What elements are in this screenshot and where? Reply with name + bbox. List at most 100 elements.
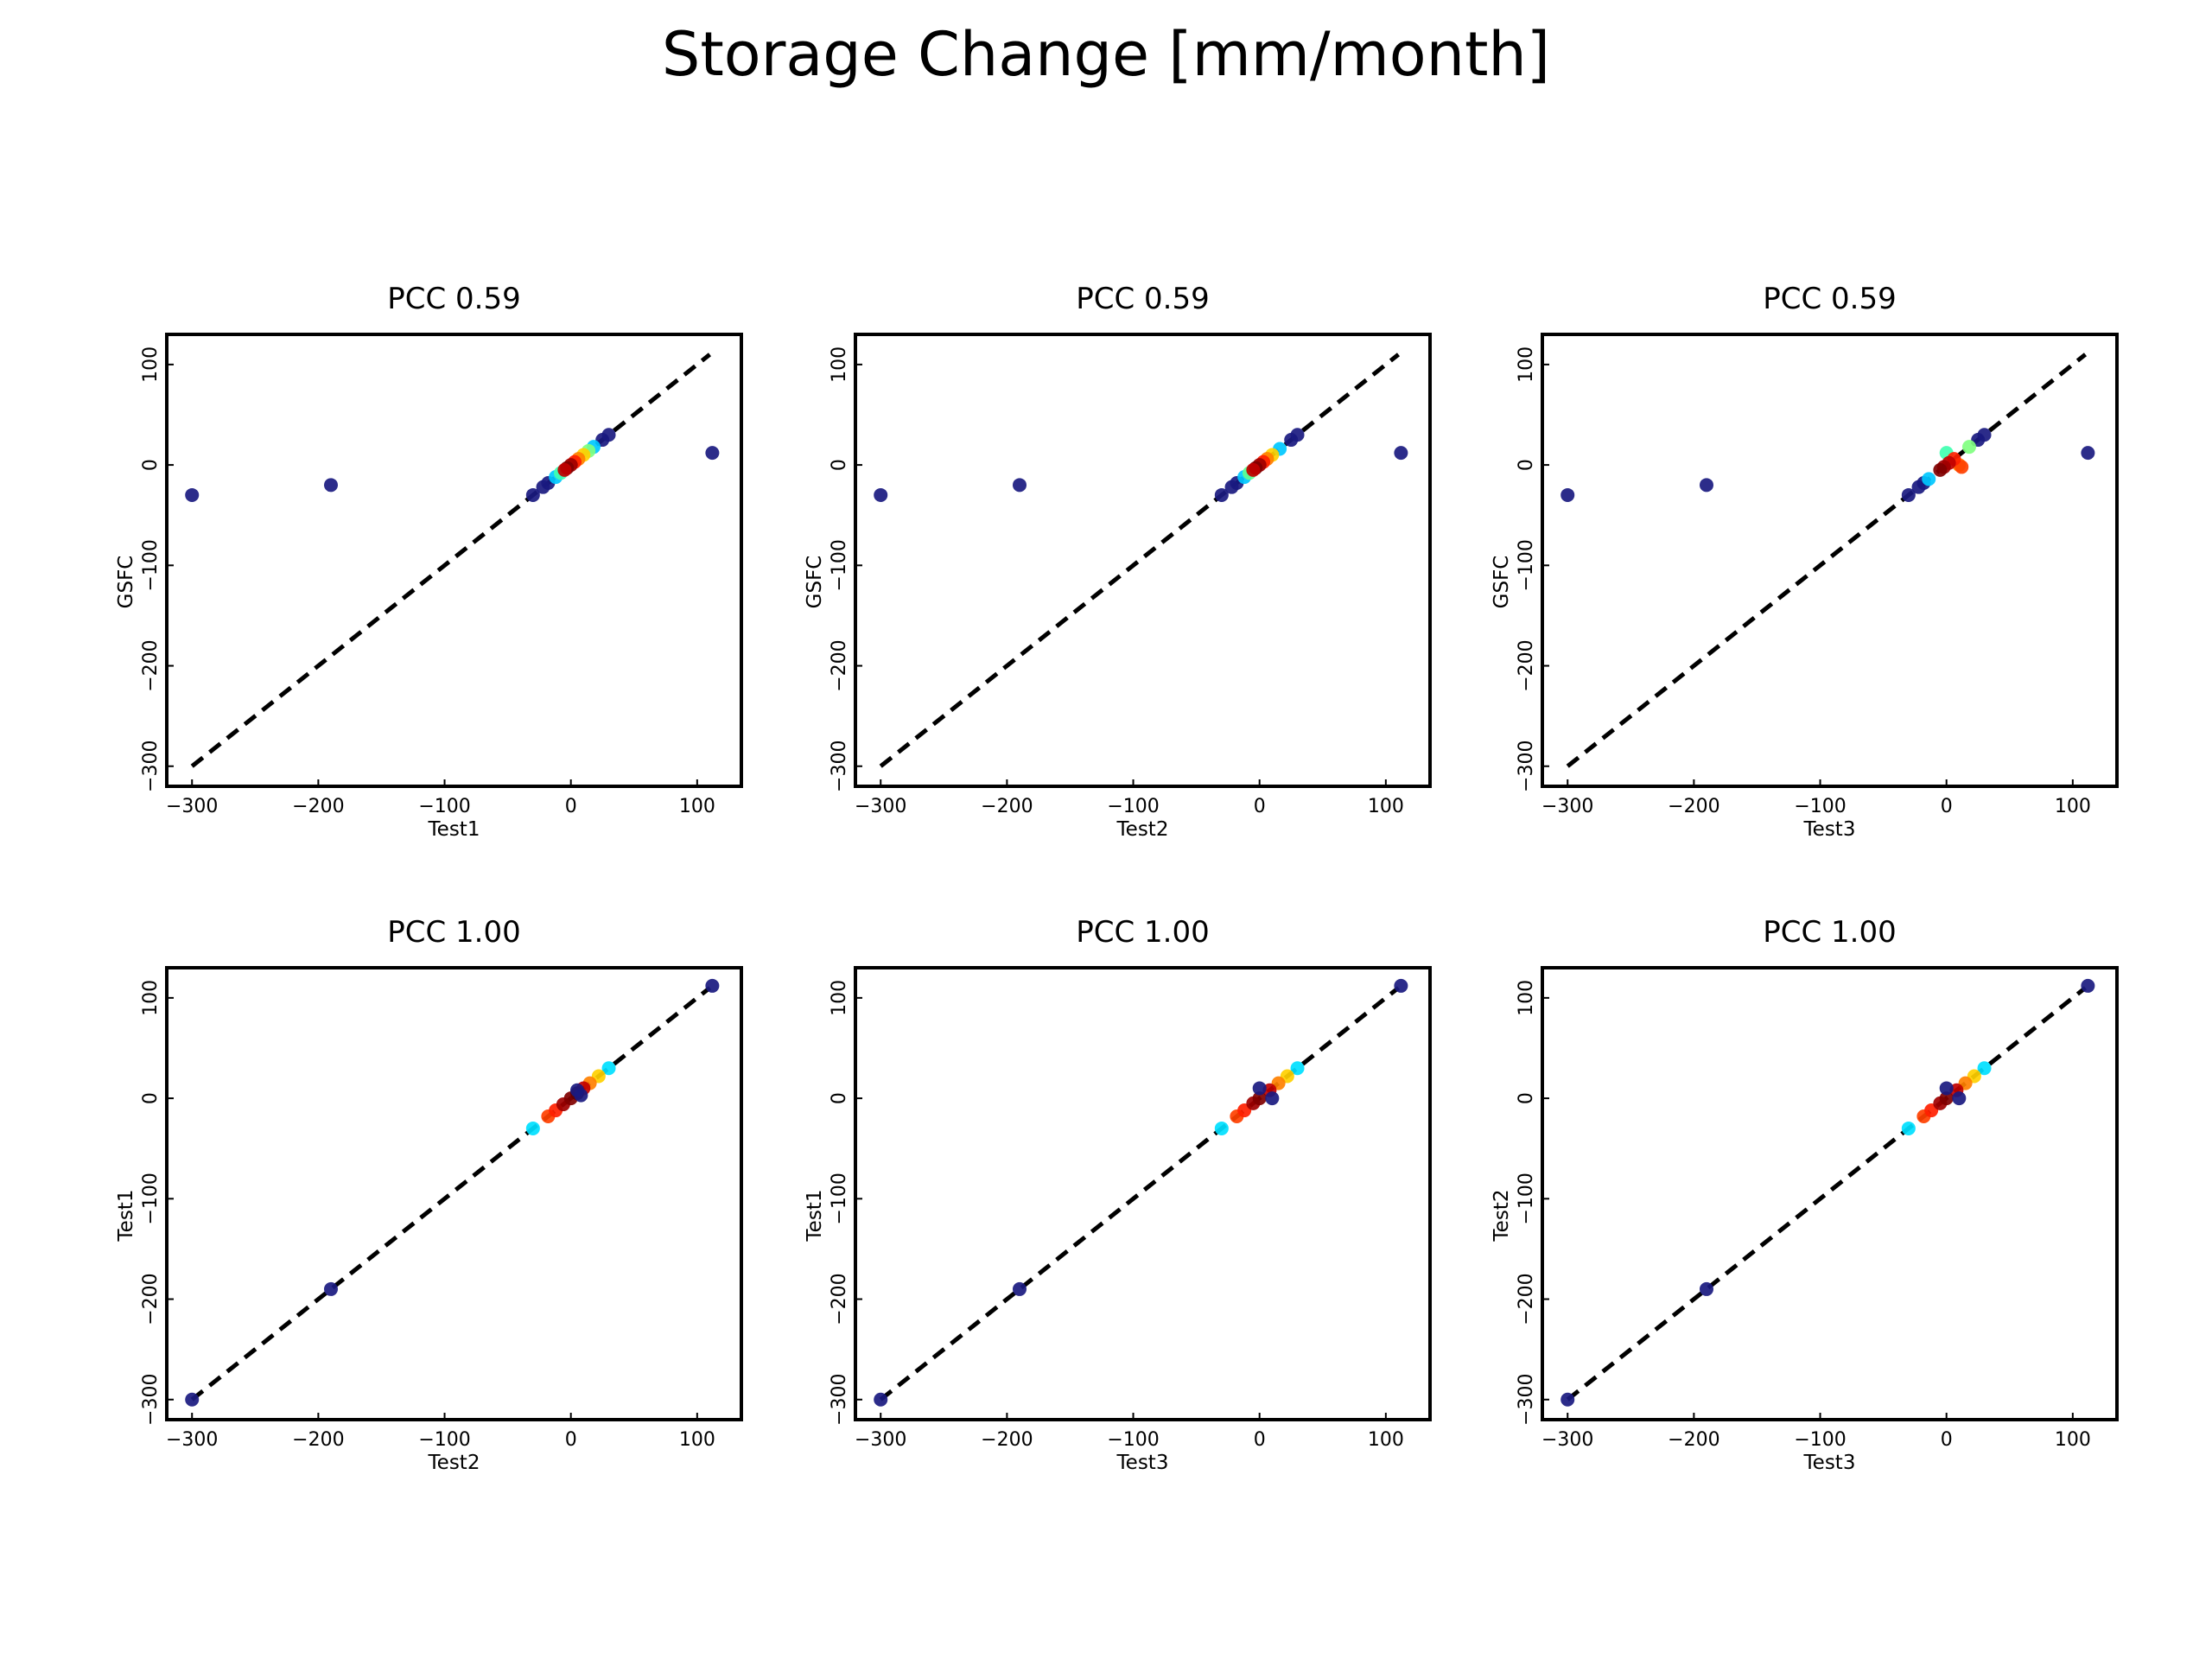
y-tick-label: 0 bbox=[140, 459, 162, 471]
data-point bbox=[1977, 428, 1992, 442]
data-point bbox=[1977, 1061, 1992, 1076]
panel-title: PCC 0.59 bbox=[387, 282, 521, 316]
y-tick-label: −200 bbox=[829, 1273, 850, 1325]
data-point bbox=[557, 462, 572, 477]
data-point bbox=[324, 1281, 338, 1296]
x-tick-label: −100 bbox=[418, 796, 470, 817]
data-point bbox=[1901, 487, 1916, 502]
x-tick-label: −200 bbox=[292, 1429, 344, 1451]
one-to-one-line bbox=[190, 986, 712, 1402]
y-tick-label: 100 bbox=[829, 980, 850, 1016]
data-point bbox=[601, 1061, 616, 1076]
panel-title: PCC 1.00 bbox=[1763, 915, 1897, 950]
data-point bbox=[1952, 1091, 1967, 1106]
data-point bbox=[574, 1088, 588, 1103]
data-point bbox=[1252, 1091, 1267, 1106]
y-tick-label: −200 bbox=[1516, 1273, 1537, 1325]
data-point bbox=[2081, 446, 2095, 461]
x-tick-label: −200 bbox=[1668, 1429, 1719, 1451]
x-tick-label: −300 bbox=[1541, 796, 1593, 817]
x-tick-label: −200 bbox=[981, 796, 1033, 817]
data-point bbox=[1962, 440, 1976, 454]
y-tick-label: −100 bbox=[1516, 539, 1537, 591]
x-tick-label: −300 bbox=[1541, 1429, 1593, 1451]
panel-title: PCC 0.59 bbox=[1763, 282, 1897, 316]
y-tick-label: −300 bbox=[829, 1374, 850, 1426]
x-axis-label: Test3 bbox=[1803, 1452, 1856, 1474]
y-tick-label: −200 bbox=[140, 639, 162, 691]
data-point bbox=[1394, 446, 1408, 461]
plot-frame bbox=[1541, 966, 2119, 1421]
data-point bbox=[1939, 1091, 1954, 1106]
one-to-one-line bbox=[879, 353, 1401, 768]
y-tick-label: 0 bbox=[1516, 1092, 1537, 1104]
y-tick-label: 100 bbox=[829, 346, 850, 383]
x-tick-label: 0 bbox=[1254, 1429, 1266, 1451]
data-point bbox=[1013, 1281, 1027, 1296]
data-point bbox=[1013, 478, 1027, 493]
x-tick-label: 0 bbox=[1941, 796, 1953, 817]
y-tick-label: 0 bbox=[829, 1092, 850, 1104]
data-point bbox=[1700, 1281, 1713, 1296]
data-point bbox=[1290, 1061, 1305, 1076]
y-tick-label: 100 bbox=[1516, 346, 1537, 383]
one-to-one-line bbox=[190, 353, 712, 768]
x-tick-label: −300 bbox=[855, 1429, 906, 1451]
y-tick-label: 100 bbox=[140, 980, 162, 1016]
x-tick-label: 0 bbox=[565, 796, 577, 817]
x-tick-label: −100 bbox=[1107, 1429, 1159, 1451]
x-axis-label: Test1 bbox=[428, 818, 480, 841]
data-point bbox=[1394, 978, 1408, 993]
one-to-one-line bbox=[1566, 986, 2088, 1402]
data-point bbox=[1290, 428, 1305, 442]
x-tick-label: 100 bbox=[2055, 796, 2091, 817]
data-point bbox=[1214, 487, 1229, 502]
x-tick-label: 100 bbox=[1368, 796, 1404, 817]
data-point bbox=[1265, 1091, 1280, 1106]
x-tick-label: −300 bbox=[166, 1429, 218, 1451]
data-point bbox=[324, 478, 338, 493]
scatter-panel: PCC 0.59 −300 −200 −100 0 100 −300 −200 −100 0 100… bbox=[1491, 282, 2119, 841]
x-axis-label: Test3 bbox=[1116, 1452, 1169, 1474]
plot-frame bbox=[165, 333, 743, 788]
data-point bbox=[2081, 978, 2095, 993]
x-tick-label: −100 bbox=[1794, 1429, 1846, 1451]
data-point bbox=[1700, 478, 1713, 493]
data-point bbox=[1560, 1392, 1575, 1407]
x-tick-label: −200 bbox=[981, 1429, 1033, 1451]
y-tick-label: −300 bbox=[829, 741, 850, 792]
y-tick-label: 100 bbox=[1516, 980, 1537, 1016]
x-tick-label: −100 bbox=[1794, 796, 1846, 817]
data-point bbox=[1560, 487, 1575, 502]
y-tick-label: −100 bbox=[140, 1173, 162, 1224]
panel-title: PCC 1.00 bbox=[387, 915, 521, 950]
figure-title: Storage Change [mm/month] bbox=[661, 19, 1551, 90]
scatter-panel: PCC 1.00 −300 −200 −100 0 100 −300 −200 −100 0 100… bbox=[804, 915, 1432, 1474]
x-tick-label: 0 bbox=[565, 1429, 577, 1451]
y-axis-label: Test2 bbox=[1491, 1190, 1513, 1243]
y-tick-label: −300 bbox=[1516, 1374, 1537, 1426]
y-tick-label: 0 bbox=[140, 1092, 162, 1104]
y-axis-label: GSFC bbox=[804, 556, 826, 609]
one-to-one-line bbox=[1566, 353, 2088, 768]
x-tick-label: −200 bbox=[1668, 796, 1719, 817]
y-tick-label: −200 bbox=[1516, 639, 1537, 691]
data-point bbox=[1214, 1121, 1229, 1135]
data-point bbox=[1922, 472, 1936, 486]
data-point bbox=[1252, 1081, 1267, 1096]
x-tick-label: 100 bbox=[1368, 1429, 1404, 1451]
data-point bbox=[601, 428, 616, 442]
y-axis-label: GSFC bbox=[1491, 556, 1513, 609]
y-tick-label: −300 bbox=[140, 741, 162, 792]
x-tick-label: −200 bbox=[292, 796, 344, 817]
panel-title: PCC 1.00 bbox=[1076, 915, 1210, 950]
x-tick-label: 100 bbox=[679, 1429, 715, 1451]
x-tick-label: 100 bbox=[679, 796, 715, 817]
data-point bbox=[705, 446, 720, 461]
scatter-panel: PCC 0.59 −300 −200 −100 0 100 −300 −200 −100 0 100… bbox=[115, 282, 743, 841]
y-tick-label: −300 bbox=[1516, 741, 1537, 792]
panel-title: PCC 0.59 bbox=[1076, 282, 1210, 316]
plot-frame bbox=[854, 966, 1432, 1421]
data-point bbox=[1939, 1081, 1954, 1096]
